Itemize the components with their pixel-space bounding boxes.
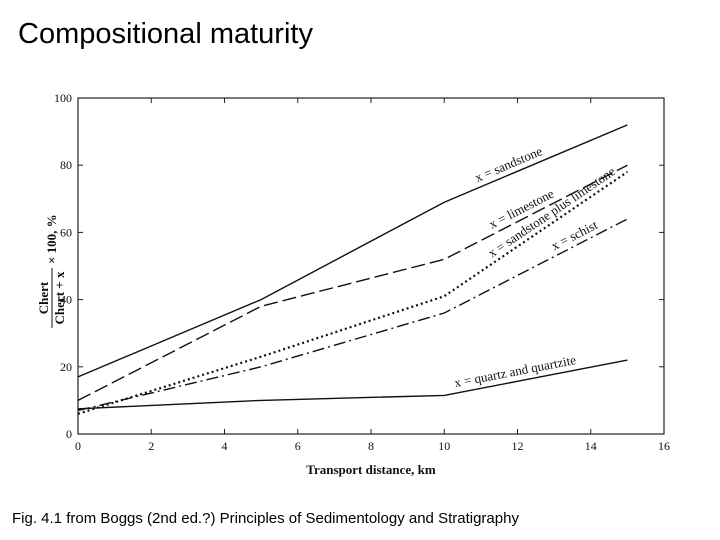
slide-title: Compositional maturity [18,18,313,50]
y-tick-label: 20 [60,360,72,374]
series-label-4: x = schist [549,217,601,253]
x-tick-label: 12 [512,439,524,453]
x-axis-title: Transport distance, km [306,462,436,477]
y-axis-title-denominator: Chert + x [52,271,67,324]
x-tick-label: 4 [222,439,228,453]
x-tick-label: 10 [438,439,450,453]
y-tick-label: 40 [60,293,72,307]
series-line-2 [77,164,628,402]
figure: 0 2 4 6 8 10 12 14 16 0 20 40 60 80 100 x = sandstone x… [36,82,676,482]
y-axis-title-tail: × 100, % [44,214,59,264]
series-line-5 [77,359,628,410]
y-axis-title: Chert Chert + x × 100, % [36,214,67,328]
series-label-5: x = quartz and quartzite [453,352,577,390]
x-tick-label: 6 [295,439,301,453]
y-tick-label: 60 [60,225,72,239]
y-tick-label: 100 [54,91,72,105]
x-tick-label: 8 [368,439,374,453]
plot-frame [77,97,665,435]
x-tick-label: 16 [658,439,670,453]
series-line-1 [77,124,628,378]
figure-caption: Fig. 4.1 from Boggs (2nd ed.?) Principle… [12,510,519,527]
series-line-3 [77,170,629,415]
x-tick-label: 14 [585,439,597,453]
y-axis-title-numerator: Chert [36,281,51,314]
series-line-4 [77,218,628,412]
x-tick-label: 2 [148,439,154,453]
y-tick-label: 80 [60,158,72,172]
x-tick-label: 0 [75,439,81,453]
y-tick-label: 0 [66,427,72,441]
